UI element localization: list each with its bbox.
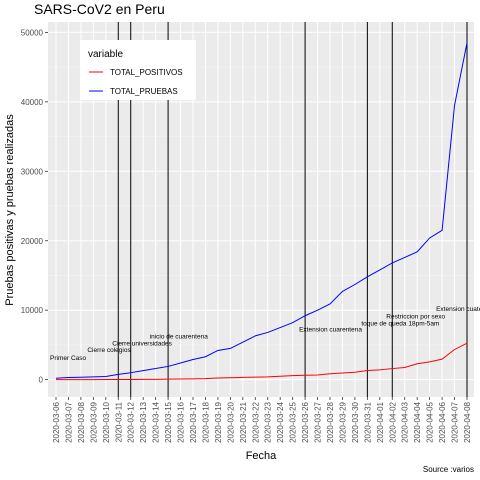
legend-label: TOTAL_POSITIVOS [110,68,183,77]
y-tick-label: 10000 [21,306,44,315]
x-tick-label: 2020-03-15 [164,401,173,442]
x-tick-label: 2020-03-21 [239,401,248,442]
series-line-total_pruebas [55,42,468,379]
annotation-label: Extension cuarentena [299,327,362,334]
x-tick-label: 2020-03-18 [201,401,210,442]
y-tick-label: 20000 [21,237,44,246]
x-axis-ticks: 2020-03-06 2020-03-07 2020-03-08 2020-03-09… [52,397,472,443]
annotation-label: Primer Caso [50,355,87,362]
x-tick-label: 2020-03-26 [301,401,310,442]
annotation-label: Restriccion por sexo [386,314,445,321]
x-tick-label: 2020-03-17 [189,401,198,442]
x-tick-label: 2020-03-31 [363,401,372,442]
x-tick-label: 2020-03-29 [338,401,347,442]
x-tick-label: 2020-03-22 [251,401,260,442]
x-tick-label: 2020-04-05 [426,401,435,442]
x-tick-label: 2020-03-28 [326,401,335,442]
x-tick-label: 2020-03-06 [52,401,61,442]
x-tick-label: 2020-03-30 [351,401,360,442]
x-tick-label: 2020-04-02 [388,401,397,442]
legend-label: TOTAL_PRUEBAS [110,87,178,96]
x-tick-label: 2020-04-06 [438,401,447,442]
x-tick-label: 2020-03-25 [289,401,298,442]
y-tick-label: 40000 [21,98,44,107]
x-tick-label: 2020-03-19 [214,401,223,442]
x-tick-label: 2020-04-04 [413,401,422,442]
x-tick-label: 2020-03-14 [152,401,161,442]
annotation-label: Extension cuater [436,306,480,313]
x-tick-label: 2020-04-01 [376,401,385,442]
annotation-label: inicio de cuarentena [150,334,209,341]
y-axis-label: Pruebas positivas y pruebas realizadas [4,114,16,306]
y-tick-label: 30000 [21,167,44,176]
x-tick-label: 2020-04-03 [401,401,410,442]
x-tick-label: 2020-03-10 [102,401,111,442]
x-tick-label: 2020-03-23 [264,401,273,442]
x-tick-label: 2020-03-13 [139,401,148,442]
x-tick-label: 2020-03-11 [114,401,123,442]
x-tick-label: 2020-03-24 [276,401,285,442]
legend-box [80,40,196,100]
x-tick-label: 2020-03-07 [64,401,73,442]
annotation-label: toque de queda 18pm-5am [361,320,439,327]
x-tick-label: 2020-03-12 [127,401,136,442]
legend: variable TOTAL_POSITIVOS TOTAL_PRUEBAS [80,40,196,100]
x-tick-label: 2020-03-16 [177,401,186,442]
x-tick-label: 2020-03-09 [89,401,98,442]
y-tick-label: 50000 [21,28,44,37]
x-axis-label: Fecha [246,450,277,462]
x-tick-label: 2020-03-27 [314,401,323,442]
annotation-label: Cierre colegios [87,347,131,354]
x-tick-label: 2020-04-07 [451,401,460,442]
grid-lines [48,22,474,397]
chart-title: SARS-CoV2 en Peru [34,1,165,17]
legend-title: variable [88,49,123,60]
y-axis-ticks: 0 10000 20000 30000 40000 50000 [21,28,48,385]
x-tick-label: 2020-04-08 [463,401,472,442]
series-lines [55,42,468,381]
series-line-total_positivos [55,342,468,381]
x-tick-label: 2020-03-20 [226,401,235,442]
y-tick-label: 0 [39,376,44,385]
chart-caption: Source :varios [423,465,474,474]
x-tick-label: 2020-03-08 [77,401,86,442]
annotation-label: Cierre universidades [112,341,172,348]
